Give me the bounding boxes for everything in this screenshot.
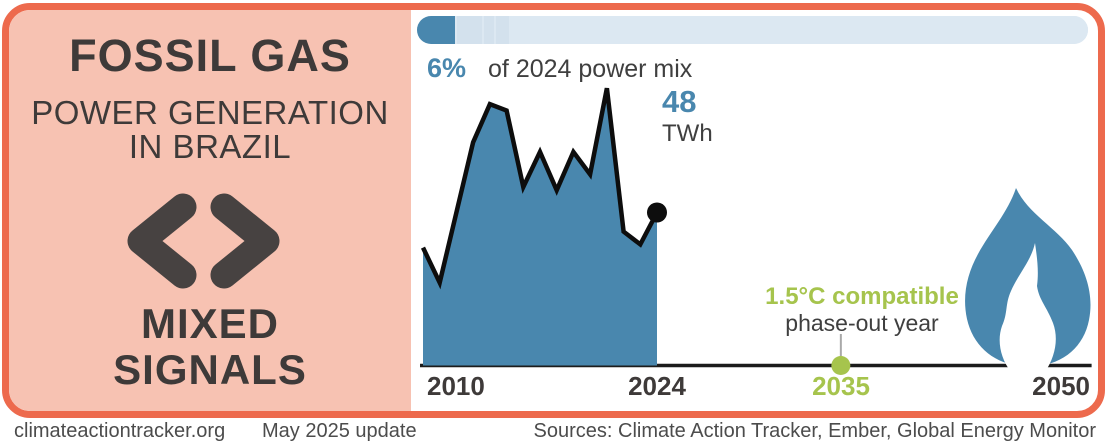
verdict-line-2: SIGNALS — [113, 346, 307, 393]
generation-line — [420, 87, 659, 290]
verdict-line-1: MIXED — [140, 300, 279, 347]
share-row: 6% of 2024 power mix — [427, 53, 692, 84]
mixed-signals-chevrons-icon — [127, 193, 280, 289]
x-tick-2050: 2050 — [1032, 371, 1090, 401]
verdict-label: MIXED SIGNALS — [9, 301, 411, 393]
generation-area — [423, 88, 657, 366]
x-tick-2024: 2024 — [628, 371, 686, 401]
x-tick-2035: 2035 — [812, 371, 870, 401]
mix-segment-bioenergy — [496, 16, 509, 44]
x-tick-2010: 2010 — [427, 371, 485, 401]
mix-segment-other — [511, 16, 1088, 44]
page-subtitle: POWER GENERATION IN BRAZIL — [9, 96, 411, 164]
latest-value-unit: TWh — [662, 120, 713, 147]
gas-share-value: 6% — [427, 53, 467, 83]
phase-out-line-2: phase-out year — [785, 310, 939, 337]
subtitle-line-1: POWER GENERATION — [31, 94, 389, 131]
footer-site-url: climateactiontracker.org — [14, 420, 226, 442]
mix-segment-coal — [457, 16, 482, 44]
footer-update-date: May 2025 update — [262, 420, 417, 442]
mix-segment-fossil-gas — [417, 16, 455, 44]
footer-sources: Sources: Climate Action Tracker, Ember, … — [533, 420, 1096, 442]
gas-share-caption: of 2024 power mix — [488, 55, 693, 83]
phase-out-dot — [831, 356, 851, 375]
latest-value-label: 48 TWh — [662, 86, 713, 146]
left-panel — [9, 10, 411, 411]
mix-segment-oil — [484, 16, 494, 44]
phase-out-annotation: 1.5°C compatible phase-out year — [742, 283, 982, 337]
latest-value-number: 48 — [662, 84, 697, 119]
latest-value-marker — [646, 202, 667, 223]
gas-flame-icon — [965, 188, 1091, 372]
subtitle-line-2: IN BRAZIL — [128, 128, 292, 165]
power-mix-bar — [417, 16, 1088, 44]
page-title: FOSSIL GAS — [69, 30, 351, 81]
phase-out-line-1: 1.5°C compatible — [765, 283, 959, 310]
